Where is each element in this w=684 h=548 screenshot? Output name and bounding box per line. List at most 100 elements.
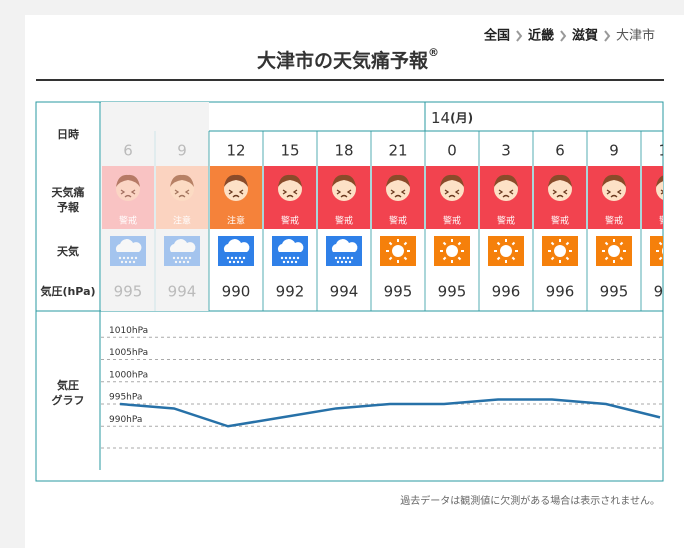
- ray: [619, 241, 624, 246]
- weather-icon: [542, 236, 578, 266]
- weather-icon: [110, 236, 146, 266]
- pressure-value: 995: [438, 283, 467, 301]
- breadcrumb-item: 近畿: [528, 28, 554, 44]
- eyes: [660, 189, 663, 195]
- risk-label: 警戒: [497, 215, 515, 227]
- face: [602, 177, 626, 201]
- risk-label: 警戒: [659, 215, 677, 227]
- drop: [188, 256, 192, 260]
- ray: [457, 241, 462, 246]
- drop: [186, 260, 190, 264]
- hair: [494, 174, 518, 187]
- drop: [288, 256, 292, 260]
- face: [494, 177, 518, 201]
- hair: [386, 174, 410, 187]
- row-label: 天気: [57, 244, 79, 258]
- cloud: [223, 239, 250, 252]
- ray: [550, 241, 555, 246]
- hour-label: 9: [177, 142, 187, 160]
- eyes: [606, 189, 622, 198]
- drop: [234, 256, 238, 260]
- eyes: [282, 189, 298, 198]
- ray: [442, 241, 447, 246]
- grid-label: 1005hPa: [109, 348, 148, 358]
- risk-label: 警戒: [335, 215, 353, 227]
- ray: [388, 256, 393, 261]
- drop: [342, 256, 346, 260]
- hair: [116, 174, 140, 187]
- cloud: [169, 239, 196, 252]
- hour-label: 6: [555, 142, 565, 160]
- weather-icon: [650, 236, 663, 266]
- ray: [457, 256, 462, 261]
- hour-label: 3: [501, 142, 511, 160]
- eyes: [120, 189, 136, 198]
- pressure-value: 992: [654, 283, 683, 301]
- drop: [296, 256, 300, 260]
- pressure-value: 996: [546, 283, 575, 301]
- drop: [120, 260, 124, 264]
- weather-icon: [596, 236, 632, 266]
- eyes: [336, 189, 352, 198]
- date-day: 14: [431, 109, 450, 127]
- risk-label: 警戒: [119, 215, 137, 227]
- ray: [658, 256, 663, 261]
- drop: [128, 260, 132, 264]
- hair: [170, 174, 194, 187]
- eyes: [390, 189, 406, 198]
- drop: [286, 260, 290, 264]
- weather-icon: [434, 236, 470, 266]
- risk-label: 警戒: [605, 215, 623, 227]
- drop: [336, 260, 340, 264]
- drop: [230, 256, 234, 260]
- hour-label: 21: [388, 142, 407, 160]
- drop: [238, 256, 242, 260]
- pressure-value: 995: [600, 283, 629, 301]
- pressure-value: 990: [222, 283, 251, 301]
- ray: [388, 241, 393, 246]
- face-icon: [602, 174, 626, 201]
- ray: [403, 241, 408, 246]
- icon-bg: [164, 236, 200, 266]
- ray: [565, 256, 570, 261]
- ray: [496, 241, 501, 246]
- face: [386, 177, 410, 201]
- drop: [174, 260, 178, 264]
- face-icon: [386, 174, 410, 201]
- grid-label: 1010hPa: [109, 326, 148, 336]
- eyes: [228, 189, 244, 198]
- face-icon: [332, 174, 356, 201]
- pressure-line: [119, 398, 661, 428]
- drop: [124, 260, 128, 264]
- weather-icon: [488, 236, 524, 266]
- grid-label: 995hPa: [109, 393, 142, 403]
- row-label: 気圧: [57, 378, 79, 392]
- face: [224, 177, 248, 201]
- risk-label: 注意: [227, 215, 245, 227]
- sun: [662, 247, 663, 255]
- face: [332, 177, 356, 201]
- ray: [550, 256, 555, 261]
- page-title: 大津市の天気痛予報®: [257, 46, 439, 72]
- face-icon: [440, 174, 464, 201]
- face: [548, 177, 572, 201]
- row-labels: 日時 天気痛 予報 天気 気圧(hPa) 気圧 グラフ: [40, 127, 95, 407]
- drop: [134, 256, 138, 260]
- breadcrumb-item: 全国: [483, 28, 510, 44]
- drop: [284, 256, 288, 260]
- row-label: グラフ: [52, 393, 85, 407]
- title-mark: ®: [428, 46, 439, 59]
- eyes: [552, 189, 568, 198]
- eyes: [174, 189, 190, 198]
- grid-label: 1000hPa: [109, 370, 148, 380]
- row-label: 日時: [57, 127, 79, 141]
- row-label: 予報: [57, 200, 80, 214]
- hair: [278, 174, 302, 187]
- face-icon: [494, 174, 518, 201]
- drop: [346, 256, 350, 260]
- hour-label: 15: [280, 142, 299, 160]
- drop: [292, 256, 296, 260]
- ray: [403, 256, 408, 261]
- ray: [565, 241, 570, 246]
- risk-label: 警戒: [281, 215, 299, 227]
